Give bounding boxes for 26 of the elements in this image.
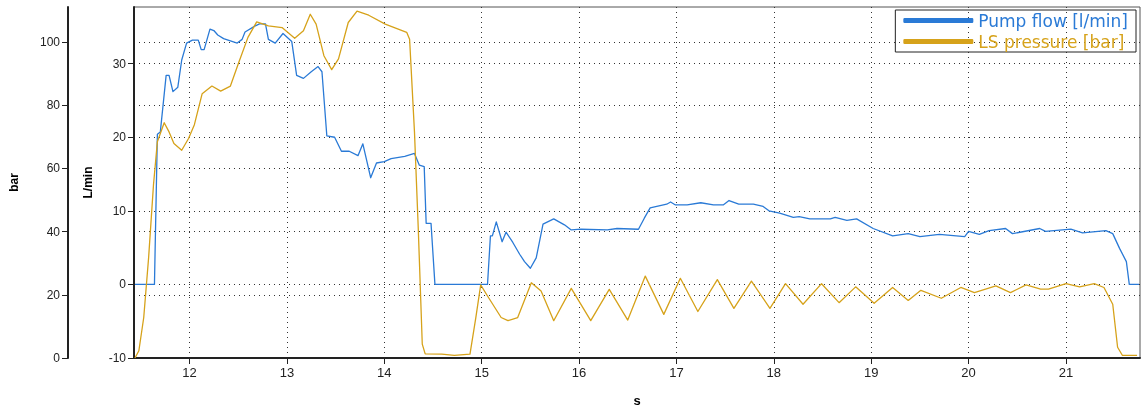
- x-tick-label: 18: [766, 365, 782, 380]
- y-tick-label: 80: [46, 98, 61, 113]
- y-tick-label: 40: [46, 224, 61, 239]
- x-tick-label: 20: [961, 365, 976, 380]
- y2-tick-label: 10: [112, 203, 127, 218]
- y-tick-label: 60: [46, 161, 61, 176]
- x-axis-title: s: [633, 393, 641, 408]
- x-tick-label: 12: [182, 365, 197, 380]
- x-tick-label: 16: [571, 365, 587, 380]
- y-axis-title: bar: [7, 172, 21, 192]
- y2-tick-label: 20: [112, 130, 127, 145]
- legend-label: LS pressure [bar]: [978, 31, 1125, 52]
- legend-label: Pump flow [l/min]: [978, 10, 1128, 31]
- y-tick-label: 0: [53, 351, 61, 365]
- y2-tick-label: -10: [108, 351, 127, 365]
- y-tick-label: 20: [46, 287, 61, 302]
- y2-tick-label: 0: [119, 277, 127, 292]
- x-tick-label: 13: [279, 365, 295, 380]
- y2-tick-label: 30: [112, 56, 127, 71]
- y2-axis-title: L/min: [81, 166, 95, 199]
- x-tick-label: 19: [863, 365, 879, 380]
- x-tick-label: 21: [1058, 365, 1074, 380]
- x-tick-label: 17: [669, 365, 684, 380]
- x-tick-label: 15: [474, 365, 489, 380]
- x-tick-label: 14: [377, 365, 392, 380]
- y-tick-label: 100: [39, 34, 61, 49]
